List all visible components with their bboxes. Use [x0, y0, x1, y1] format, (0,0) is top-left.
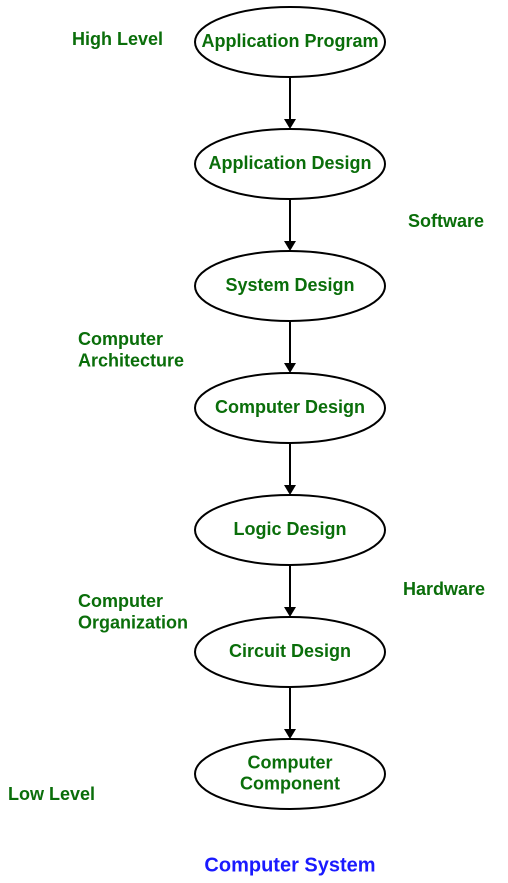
annotation-software: Software [408, 211, 484, 231]
node-system-design: System Design [195, 251, 385, 321]
node-computer-design-label: Computer Design [215, 397, 365, 417]
annotation-computer-architecture: ComputerArchitecture [78, 329, 184, 371]
arrow-application-program-to-application-design [284, 77, 296, 129]
annotation-low-level: Low Level [8, 784, 95, 804]
node-application-design-label: Application Design [208, 153, 371, 173]
annotation-computer-organization: ComputerOrganization [78, 591, 188, 633]
node-circuit-design-label: Circuit Design [229, 641, 351, 661]
node-computer-design: Computer Design [195, 373, 385, 443]
arrow-application-design-to-system-design [284, 199, 296, 251]
arrow-logic-design-to-circuit-design [284, 565, 296, 617]
node-application-design: Application Design [195, 129, 385, 199]
node-logic-design: Logic Design [195, 495, 385, 565]
annotation-high-level: High Level [72, 29, 163, 49]
node-application-program: Application Program [195, 7, 385, 77]
node-circuit-design: Circuit Design [195, 617, 385, 687]
node-application-program-label: Application Program [201, 31, 378, 51]
annotation-hardware: Hardware [403, 579, 485, 599]
arrow-system-design-to-computer-design [284, 321, 296, 373]
node-computer-component-label: ComputerComponent [240, 752, 340, 793]
arrow-circuit-design-to-computer-component [284, 687, 296, 739]
node-computer-component: ComputerComponent [195, 739, 385, 809]
diagram-caption: Computer System [204, 854, 375, 876]
arrow-computer-design-to-logic-design [284, 443, 296, 495]
computer-system-hierarchy-diagram: Application Program Application Design Sys… [0, 0, 508, 883]
node-system-design-label: System Design [225, 275, 354, 295]
node-logic-design-label: Logic Design [233, 519, 346, 539]
